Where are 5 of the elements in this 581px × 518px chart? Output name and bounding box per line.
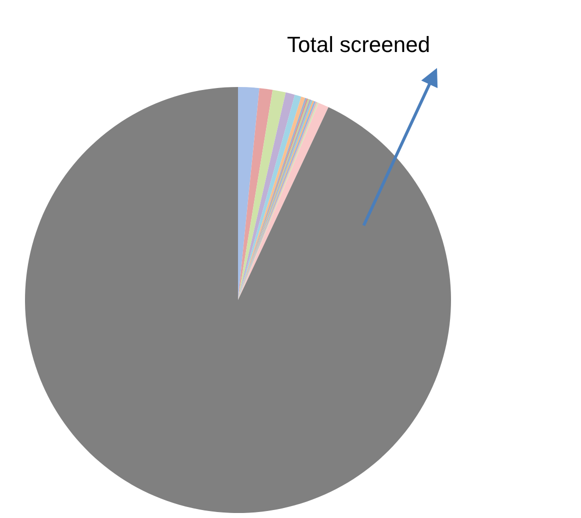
pie-slice	[238, 87, 260, 300]
text: Total screened	[287, 32, 430, 57]
pie-slice	[238, 88, 273, 300]
pie-slice	[25, 87, 451, 513]
pie-slice	[238, 90, 286, 300]
